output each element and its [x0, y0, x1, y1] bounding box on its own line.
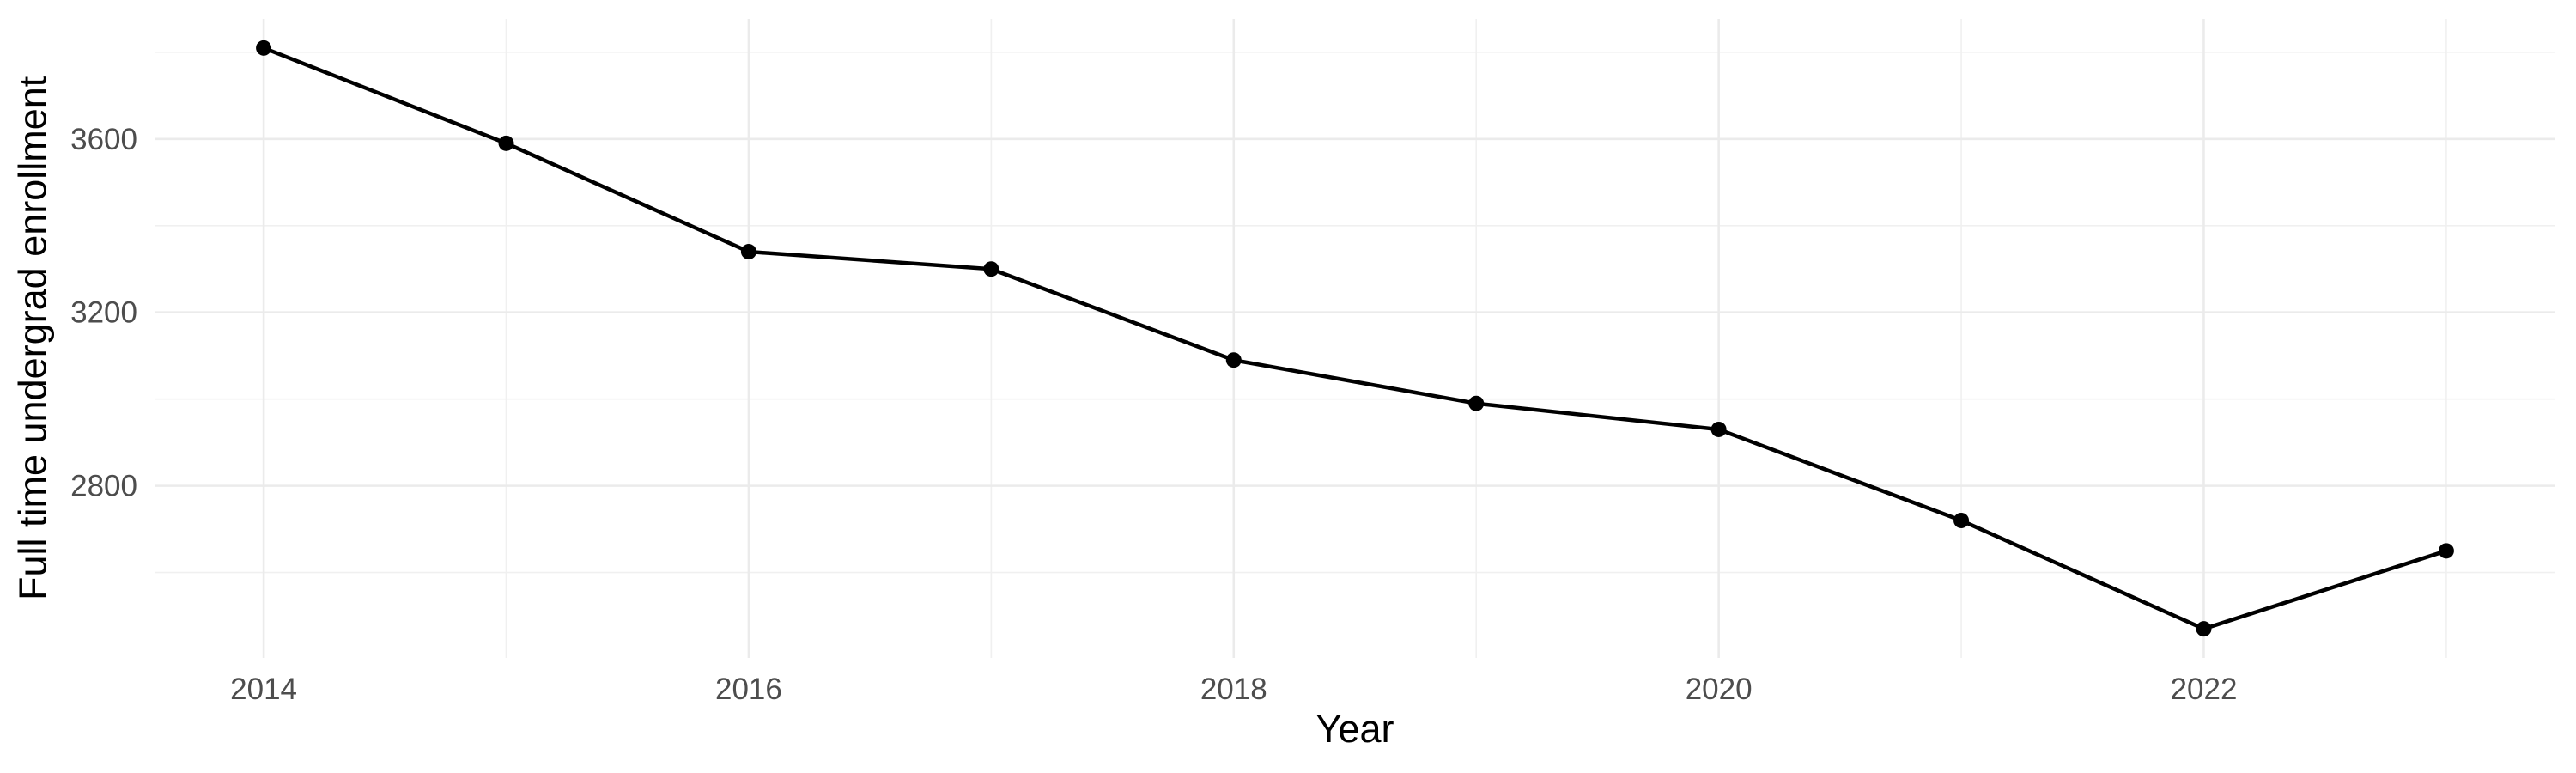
data-point	[1710, 421, 1727, 437]
y-tick-label: 3600	[70, 123, 137, 156]
data-point	[256, 40, 272, 56]
data-point	[983, 261, 999, 277]
data-point	[2196, 621, 2212, 637]
data-point	[498, 135, 514, 151]
y-axis-title: Full time undergrad enrollment	[10, 76, 55, 601]
x-tick-label: 2022	[2171, 673, 2238, 706]
data-point	[1468, 395, 1485, 411]
x-tick-label: 2018	[1200, 673, 1267, 706]
y-tick-label: 2800	[70, 470, 137, 503]
y-tick-label: 3200	[70, 296, 137, 330]
x-axis-title: Year	[1315, 707, 1394, 751]
data-point	[740, 244, 756, 260]
data-point	[1225, 352, 1242, 368]
data-point	[2438, 543, 2454, 559]
series-line	[261, 46, 2449, 631]
x-tick-label: 2020	[1686, 673, 1753, 706]
x-tick-label: 2016	[715, 673, 782, 706]
data-point	[1953, 512, 1970, 528]
x-tick-label: 2014	[230, 673, 297, 706]
